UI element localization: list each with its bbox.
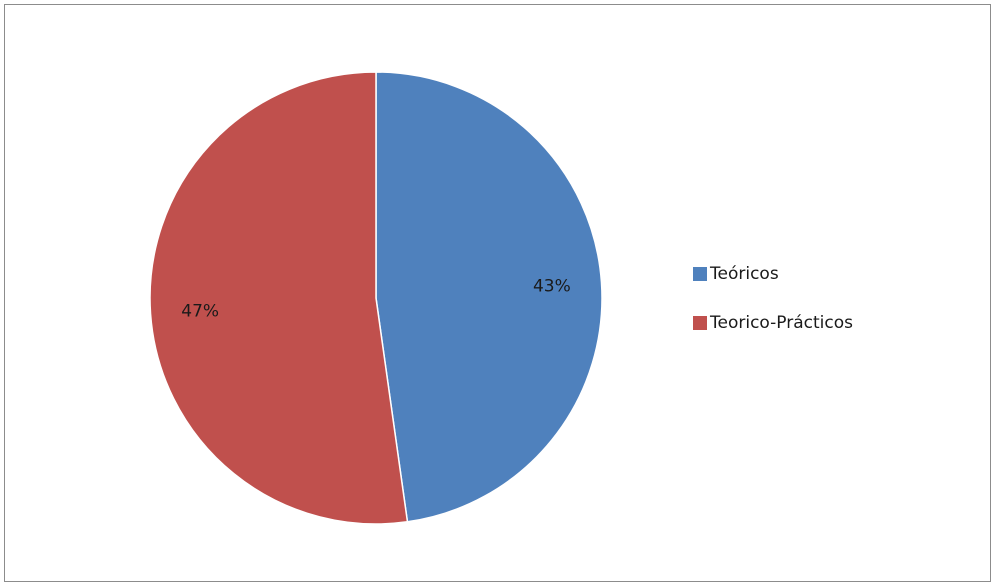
legend-swatch-teorico-practicos <box>693 316 707 330</box>
legend-swatch-teoricos <box>693 267 707 281</box>
data-label-teorico-practicos: 47% <box>181 301 219 321</box>
pie-slice-teorico-practicos <box>149 71 409 525</box>
legend-item-teorico-practicos: Teorico-Prácticos <box>693 311 853 335</box>
pie-data-labels: 43% 47% <box>181 277 570 322</box>
legend-label-teoricos: Teóricos <box>710 264 779 284</box>
legend: Teóricos Teorico-Prácticos <box>693 262 853 360</box>
data-label-teoricos: 43% <box>533 277 571 297</box>
pie-slices <box>149 71 603 525</box>
legend-label-teorico-practicos: Teorico-Prácticos <box>710 313 853 333</box>
legend-item-teoricos: Teóricos <box>693 262 853 286</box>
pie-slice-teoricos <box>375 71 603 523</box>
